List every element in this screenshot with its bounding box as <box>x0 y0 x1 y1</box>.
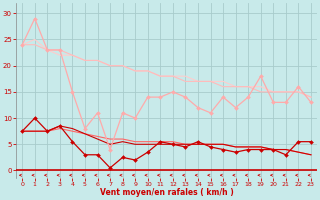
X-axis label: Vent moyen/en rafales ( km/h ): Vent moyen/en rafales ( km/h ) <box>100 188 234 197</box>
